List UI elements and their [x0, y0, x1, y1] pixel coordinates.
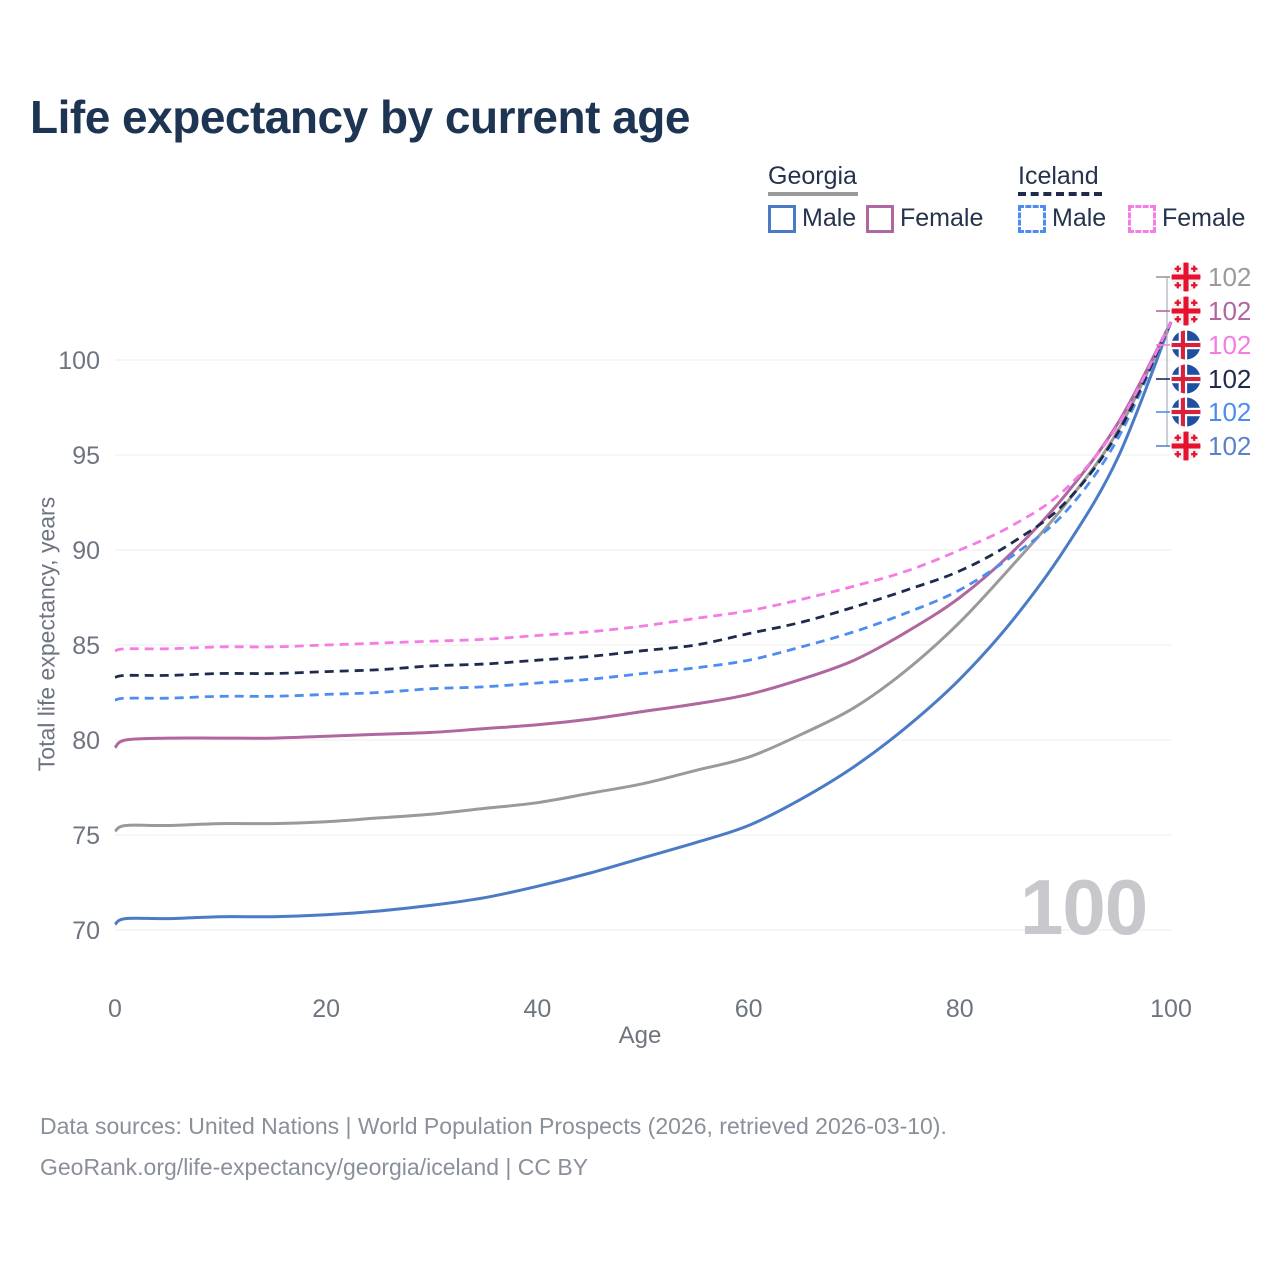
legend-iceland-total-swatch[interactable] [1018, 192, 1102, 196]
x-axis-title: Age [618, 1022, 662, 1049]
series-line-georgia [114, 321, 1173, 833]
legend-group-iceland-label[interactable]: Iceland [1018, 162, 1099, 190]
georgia-flag-icon [1171, 431, 1201, 461]
georgia-flag-icon [1171, 296, 1201, 326]
end-label-georgia: 102 [1171, 261, 1251, 293]
legend-georgia-male-label[interactable]: Male [802, 204, 857, 232]
y-tick-label-70: 70 [72, 917, 100, 945]
y-tick-label-80: 80 [72, 727, 100, 755]
iceland-flag-icon [1171, 330, 1201, 360]
hover-age-watermark: 100 [1020, 863, 1148, 951]
end-label-value: 102 [1208, 261, 1252, 292]
series-line-iceland-female [114, 321, 1173, 653]
iceland-flag-icon [1171, 397, 1201, 427]
end-label-value: 102 [1208, 295, 1252, 326]
legend-georgia-female-swatch[interactable] [866, 205, 894, 233]
end-label-georgia-female: 102 [1171, 295, 1251, 327]
series-line-iceland [114, 321, 1173, 679]
end-label-value: 102 [1208, 329, 1252, 360]
georgia-flag-icon [1171, 262, 1201, 292]
end-label-georgia-male: 102 [1171, 430, 1251, 462]
legend-georgia-total-swatch[interactable] [768, 192, 858, 196]
legend-iceland-male-swatch[interactable] [1018, 205, 1046, 233]
legend-group-georgia-label[interactable]: Georgia [768, 162, 857, 190]
series-line-georgia-female [113, 321, 1173, 749]
end-label-iceland-female: 102 [1171, 329, 1251, 361]
y-tick-label-90: 90 [72, 537, 100, 565]
footer-attribution: GeoRank.org/life-expectancy/georgia/icel… [40, 1154, 589, 1181]
iceland-flag-icon [1171, 364, 1201, 394]
footer: Data sources: United Nations | World Pop… [40, 1106, 947, 1189]
y-tick-label-75: 75 [72, 822, 100, 850]
legend-iceland-female-label[interactable]: Female [1162, 204, 1246, 232]
x-tick-label-40: 40 [523, 995, 551, 1023]
chart-title: Life expectancy by current age [30, 91, 690, 143]
end-label-value: 102 [1208, 363, 1252, 394]
y-tick-label-100: 100 [58, 347, 100, 375]
legend-georgia-male-swatch[interactable] [768, 205, 796, 233]
x-tick-label-100: 100 [1150, 995, 1192, 1023]
legend-georgia-female-label[interactable]: Female [900, 204, 984, 232]
legend-iceland-female-swatch[interactable] [1128, 205, 1156, 233]
end-label-iceland-male: 102 [1171, 396, 1251, 428]
x-tick-label-20: 20 [312, 995, 340, 1023]
footer-data-sources: Data sources: United Nations | World Pop… [40, 1113, 947, 1139]
end-label-value: 102 [1208, 430, 1252, 461]
y-axis-title: Total life expectancy, years [33, 496, 60, 772]
end-label-value: 102 [1208, 396, 1252, 427]
series-line-iceland-male [114, 321, 1173, 702]
end-label-iceland: 102 [1171, 363, 1251, 395]
x-tick-label-60: 60 [735, 995, 763, 1023]
legend-iceland-male-label[interactable]: Male [1052, 204, 1107, 232]
y-tick-label-85: 85 [72, 632, 100, 660]
series-line-georgia-male [114, 321, 1173, 926]
y-tick-label-95: 95 [72, 442, 100, 470]
x-tick-label-0: 0 [108, 995, 122, 1023]
x-tick-label-80: 80 [946, 995, 974, 1023]
